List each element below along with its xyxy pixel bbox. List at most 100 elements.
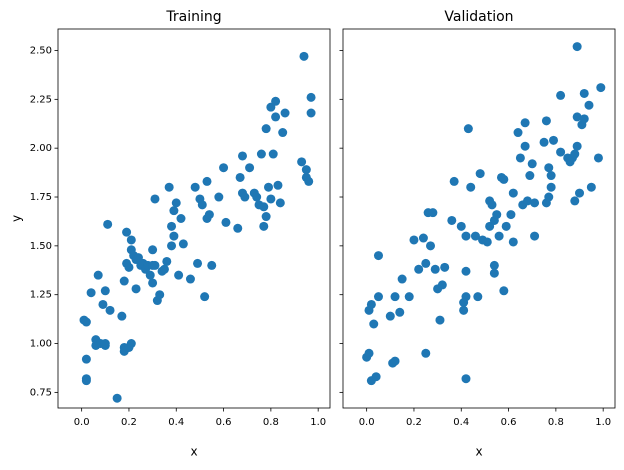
scatter-point: [275, 198, 285, 208]
scatter-point: [164, 182, 174, 192]
scatter-point: [397, 274, 407, 284]
scatter-point: [233, 223, 243, 233]
scatter-point: [261, 212, 271, 222]
scatter-point: [100, 286, 110, 296]
scatter-point: [299, 51, 309, 61]
scatter-point: [466, 182, 476, 192]
scatter-point: [530, 231, 540, 241]
scatter-point: [167, 221, 177, 231]
scatter-point: [421, 258, 431, 268]
x-tick-label: 1.0: [595, 417, 611, 428]
chart-title: Validation: [444, 9, 513, 25]
scatter-point: [373, 292, 383, 302]
scatter-point: [501, 221, 511, 231]
scatter-point: [456, 221, 466, 231]
scatter-point: [461, 266, 471, 276]
scatter-point: [202, 176, 212, 186]
scatter-point: [214, 192, 224, 202]
scatter-point: [570, 196, 580, 206]
scatter-point: [280, 108, 290, 118]
scatter-point: [207, 260, 217, 270]
scatter-point: [256, 149, 266, 159]
scatter-point: [520, 141, 530, 151]
scatter-point: [103, 219, 113, 229]
scatter-point: [117, 311, 127, 321]
scatter-point: [487, 200, 497, 210]
scatter-point: [100, 339, 110, 349]
scatter-point: [171, 198, 181, 208]
scatter-point: [178, 239, 188, 249]
x-tick-label: 0.0: [359, 417, 375, 428]
scatter-point: [461, 292, 471, 302]
scatter-point: [162, 256, 172, 266]
x-tick-label: 0.2: [121, 417, 137, 428]
scatter-point: [449, 176, 459, 186]
y-tick-label: 1.50: [30, 241, 52, 252]
scatter-point: [105, 305, 115, 315]
scatter-point: [515, 153, 525, 163]
x-tick-label: 0.4: [168, 417, 184, 428]
scatter-point: [421, 348, 431, 358]
x-tick-label: 0.6: [501, 417, 517, 428]
scatter-point: [570, 149, 580, 159]
scatter-point: [390, 292, 400, 302]
scatter-point: [544, 163, 554, 173]
scatter-point: [259, 221, 269, 231]
scatter-point: [145, 270, 155, 280]
scatter-point: [301, 165, 311, 175]
x-tick-label: 0.2: [406, 417, 422, 428]
scatter-point: [304, 176, 314, 186]
scatter-point: [579, 114, 589, 124]
x-axis-label: x: [475, 445, 482, 459]
axes-frame: [342, 28, 616, 409]
x-tick-label: 0.4: [453, 417, 469, 428]
scatter-point: [489, 260, 499, 270]
scatter-point: [390, 356, 400, 366]
scatter-point: [506, 210, 516, 220]
scatter-point: [373, 251, 383, 261]
scatter-point: [86, 288, 96, 298]
scatter-point: [124, 262, 134, 272]
scatter-point: [237, 151, 247, 161]
scatter-point: [261, 124, 271, 134]
x-tick-label: 1.0: [310, 417, 326, 428]
scatter-point: [539, 137, 549, 147]
scatter-point: [259, 202, 269, 212]
scatter-point: [584, 100, 594, 110]
scatter-point: [252, 192, 262, 202]
y-axis-label: y: [10, 215, 24, 222]
scatter-point: [167, 241, 177, 251]
scatter-point: [430, 264, 440, 274]
scatter-point: [530, 198, 540, 208]
scatter-point: [437, 280, 447, 290]
scatter-point: [306, 108, 316, 118]
y-tick-label: 1.25: [30, 290, 52, 301]
scatter-point: [522, 196, 532, 206]
x-tick-label: 0.0: [74, 417, 90, 428]
scatter-point: [546, 182, 556, 192]
scatter-point: [575, 188, 585, 198]
scatter-point: [81, 317, 91, 327]
scatter-point: [556, 90, 566, 100]
scatter-point: [371, 372, 381, 382]
y-tick-label: 2.00: [30, 143, 52, 154]
scatter-point: [268, 149, 278, 159]
scatter-point: [508, 188, 518, 198]
scatter-point: [541, 116, 551, 126]
scatter-point: [174, 270, 184, 280]
scatter-point: [418, 233, 428, 243]
scatter-point: [155, 290, 165, 300]
scatter-point: [549, 135, 559, 145]
scatter-point: [364, 348, 374, 358]
scatter-point: [428, 208, 438, 218]
scatter-point: [245, 163, 255, 173]
x-tick-label: 0.8: [263, 417, 279, 428]
y-tick-label: 1.75: [30, 192, 52, 203]
scatter-point: [148, 278, 158, 288]
scatter-point: [204, 210, 214, 220]
scatter-point: [176, 214, 186, 223]
y-tick-label: 2.25: [30, 94, 52, 105]
scatter-point: [572, 141, 582, 151]
scatter-point: [525, 171, 535, 181]
